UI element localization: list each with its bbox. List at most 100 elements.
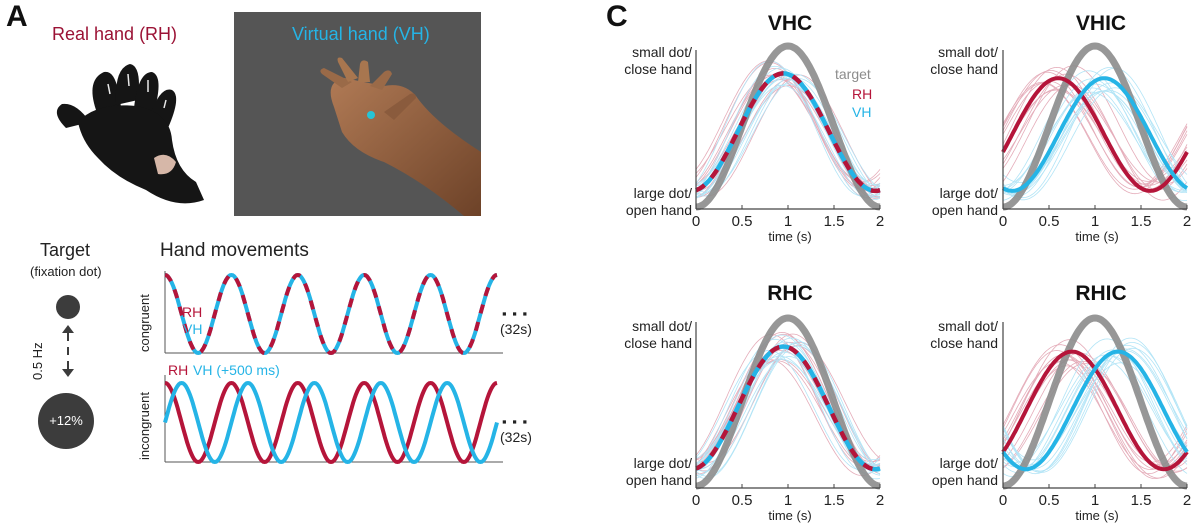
trace-rh xyxy=(1002,352,1188,469)
virtual-hand-image xyxy=(234,12,481,216)
trace-vh xyxy=(1002,337,1188,473)
x-tick-label: 2 xyxy=(876,213,884,230)
hand-movements-plot xyxy=(163,271,503,465)
trace-rh xyxy=(1002,359,1188,465)
trace-rh xyxy=(1002,354,1188,479)
legend-rh: RH xyxy=(852,86,873,102)
trace-rh xyxy=(1002,80,1188,188)
x-tick-label: 1.5 xyxy=(824,492,845,509)
chart-rhic: 0 0.5 1 1.5 2 time (s) xyxy=(999,314,1191,523)
incongruent-ylabel: incongruent xyxy=(137,392,152,460)
trace-rh xyxy=(1002,82,1188,195)
series-vh xyxy=(695,344,881,472)
small-fixation-dot xyxy=(56,295,80,319)
trace-vh xyxy=(1002,90,1188,196)
trace-rh xyxy=(1002,71,1188,188)
trace-vh xyxy=(1002,67,1188,197)
congruent-ellipsis: ▪ ▪ ▪ xyxy=(502,306,529,321)
trace-vh xyxy=(695,350,881,471)
incongruent-vh-wave xyxy=(163,380,499,465)
trace-rh xyxy=(1002,66,1188,190)
series-rh xyxy=(1001,76,1189,193)
trace-rh xyxy=(1002,84,1188,201)
rhc-ytick-bottom: large dot/ open hand xyxy=(600,455,692,489)
frequency-label: 0.5 Hz xyxy=(30,342,45,380)
trace-vh xyxy=(1002,344,1188,475)
trace-rh xyxy=(695,74,881,183)
dot-size-arrow xyxy=(62,325,74,377)
x-tick-label: 0.5 xyxy=(732,213,753,230)
x-tick-label: 2 xyxy=(876,492,884,509)
incongruent-ellipsis: ▪ ▪ ▪ xyxy=(502,414,529,429)
x-tick-label: 1 xyxy=(1091,213,1099,230)
hand-movements-title: Hand movements xyxy=(160,240,309,261)
x-tick-label: 0 xyxy=(692,492,700,509)
trace-vh xyxy=(1002,349,1188,469)
x-tick-label: 1 xyxy=(784,213,792,230)
panel-c-letter: C xyxy=(606,0,628,33)
chart-title-vhc: VHC xyxy=(767,12,813,35)
x-tick-label: 0.5 xyxy=(732,492,753,509)
incongruent-duration: (32s) xyxy=(500,429,532,445)
chart-rhc: 0 0.5 1 1.5 2 time (s) xyxy=(692,314,884,523)
chart-vhic: 0 0.5 1 1.5 2 time (s) xyxy=(999,42,1191,244)
rhic-ytick-top: small dot/ close hand xyxy=(930,318,998,351)
series-vh xyxy=(1001,76,1189,193)
trace-rh xyxy=(1002,350,1188,475)
trace-vh xyxy=(1002,347,1188,473)
trace-rh xyxy=(695,360,881,468)
large-fixation-dot xyxy=(38,393,94,449)
x-tick-label: 0 xyxy=(692,213,700,230)
virtual-hand-label: Virtual hand (VH) xyxy=(292,24,430,44)
chart-title-rhc: RHC xyxy=(767,282,813,305)
series-vh xyxy=(1001,349,1189,472)
trace-rh xyxy=(1002,89,1188,182)
x-tick-label: 1.5 xyxy=(1131,492,1152,509)
trace-vh xyxy=(1002,90,1188,195)
x-tick-label: 1 xyxy=(1091,492,1099,509)
incongruent-rh-label: RH xyxy=(168,362,189,378)
rhic-ytick-bottom: large dot/ open hand xyxy=(906,455,998,489)
series-target xyxy=(1002,314,1188,490)
x-axis-label: time (s) xyxy=(1075,229,1118,244)
chart-title-vhic: VHIC xyxy=(1075,12,1127,35)
panel-a-letter: A xyxy=(6,0,28,33)
trace-vh xyxy=(1002,360,1188,478)
individual-traces xyxy=(695,60,881,200)
series-target xyxy=(1002,42,1188,211)
trace-vh xyxy=(1002,348,1188,461)
real-hand-glove-image xyxy=(56,64,204,204)
rhc-ytick-top: small dot/ close hand xyxy=(624,318,692,351)
x-tick-label: 0.5 xyxy=(1039,492,1060,509)
x-axis-label: time (s) xyxy=(1075,508,1118,523)
congruent-rh-label: RH xyxy=(182,304,203,320)
trace-rh xyxy=(695,75,881,191)
trace-vh xyxy=(695,345,881,480)
trace-rh xyxy=(695,74,881,197)
target-subtitle: (fixation dot) xyxy=(30,264,102,279)
x-axis-label: time (s) xyxy=(768,508,811,523)
incongruent-rh-wave xyxy=(164,380,498,465)
congruent-ylabel: congruent xyxy=(137,294,152,352)
x-tick-label: 2 xyxy=(1183,492,1191,509)
virtual-hand-drawing xyxy=(320,57,481,216)
congruent-rh-wave xyxy=(164,272,498,356)
real-hand-label: Real hand (RH) xyxy=(52,24,178,44)
x-axis-label: time (s) xyxy=(768,229,811,244)
x-tick-label: 1 xyxy=(784,492,792,509)
vhc-ytick-top: small dot/ close hand xyxy=(624,44,692,77)
vhic-ytick-top: small dot/ close hand xyxy=(930,44,998,77)
x-tick-label: 2 xyxy=(1183,213,1191,230)
legend-target: target xyxy=(835,66,871,82)
trace-vh xyxy=(1002,338,1188,468)
trace-vh xyxy=(1002,87,1188,201)
trace-rh xyxy=(1002,70,1188,185)
trace-rh xyxy=(1002,88,1188,186)
x-tick-label: 1.5 xyxy=(1131,213,1152,230)
vhic-ytick-bottom: large dot/ open hand xyxy=(906,185,998,219)
incongruent-vh-label: VH (+500 ms) xyxy=(193,362,280,378)
vhc-ytick-bottom: large dot/ open hand xyxy=(600,185,692,219)
x-tick-label: 0 xyxy=(999,213,1007,230)
x-tick-label: 0.5 xyxy=(1039,213,1060,230)
legend-vh: VH xyxy=(852,104,872,120)
